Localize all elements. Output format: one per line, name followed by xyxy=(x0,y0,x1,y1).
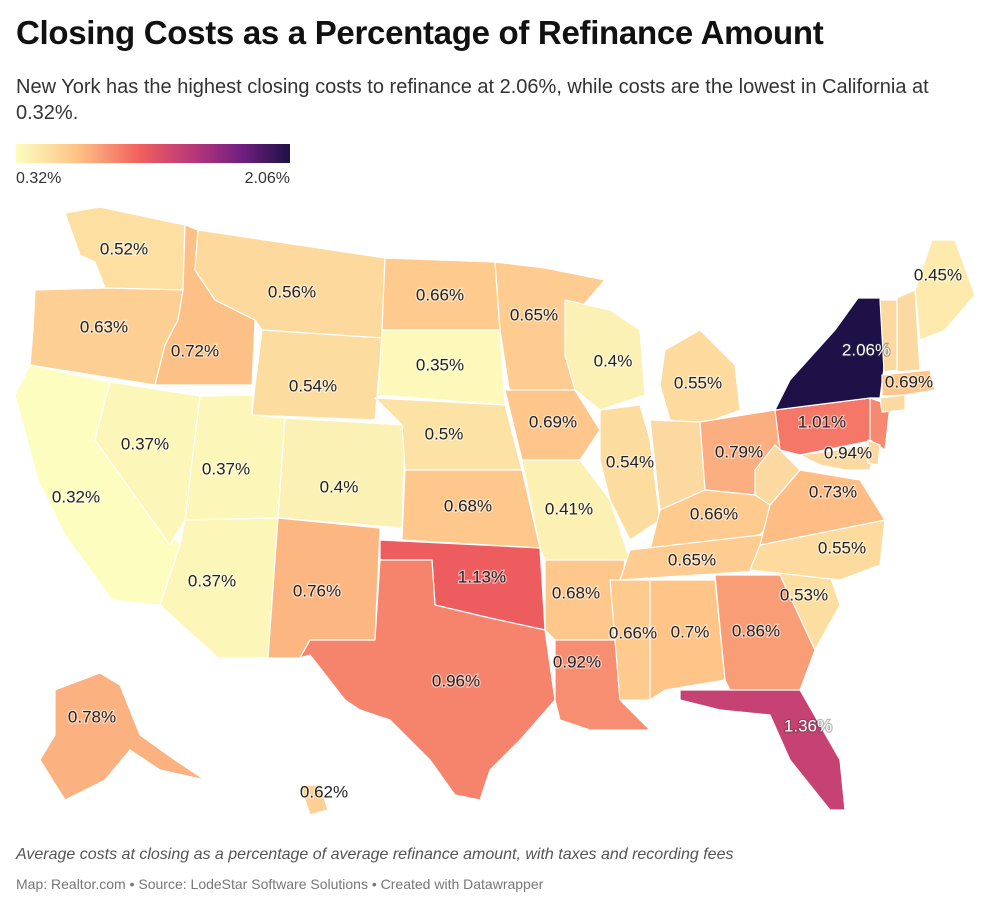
state-ia xyxy=(504,389,601,461)
state-wv xyxy=(754,444,801,506)
credit-line: Map: Realtor.com • Source: LodeStar Soft… xyxy=(16,876,544,892)
state-labels: 0.52% 0.63% 0.32% 0.72% 0.37% 0.56% 0.54% 0.37%… xyxy=(51,238,964,802)
state-label-mt: 0.56% xyxy=(268,282,316,301)
us-choropleth-map: 0.52% 0.63% 0.32% 0.72% 0.37% 0.56% 0.54% 0.37%… xyxy=(14,206,976,816)
legend-gradient-bar xyxy=(16,144,290,163)
legend-max-label: 2.06% xyxy=(244,170,290,187)
state-ms xyxy=(609,579,651,701)
color-legend: 0.32% 2.06% xyxy=(16,144,290,187)
state-label-ia: 0.69% xyxy=(529,412,577,431)
state-label-ok: 1.13% xyxy=(458,567,506,586)
state-de xyxy=(867,439,881,466)
state-label-az: 0.37% xyxy=(188,571,236,590)
state-co xyxy=(277,417,406,529)
state-label-tx: 0.96% xyxy=(432,671,480,690)
state-label-mi: 0.55% xyxy=(674,373,722,392)
state-label-la: 0.92% xyxy=(553,652,601,671)
state-label-sc: 0.53% xyxy=(780,585,828,604)
state-label-fl: 1.36% xyxy=(784,716,832,735)
state-mi xyxy=(659,329,741,426)
state-me xyxy=(914,239,976,341)
state-label-wi: 0.4% xyxy=(594,351,633,370)
state-label-me: 0.45% xyxy=(914,265,962,284)
state-label-ks: 0.68% xyxy=(444,496,492,515)
state-label-tn: 0.65% xyxy=(668,550,716,569)
state-al xyxy=(649,579,726,701)
state-label-nv: 0.37% xyxy=(121,434,169,453)
state-label-ar: 0.68% xyxy=(552,583,600,602)
state-label-ms: 0.66% xyxy=(609,623,657,642)
state-label-ga: 0.86% xyxy=(732,621,780,640)
state-ak xyxy=(39,672,206,801)
state-label-mo: 0.41% xyxy=(545,499,593,518)
state-label-ky: 0.66% xyxy=(690,504,738,523)
state-tx xyxy=(299,559,556,801)
state-label-pa: 1.01% xyxy=(798,412,846,431)
state-nh xyxy=(896,289,921,373)
state-ct xyxy=(879,394,906,413)
state-label-al: 0.7% xyxy=(671,622,710,641)
state-label-or: 0.63% xyxy=(80,317,128,336)
state-label-ca: 0.32% xyxy=(52,487,100,506)
state-il xyxy=(599,404,661,541)
map-note: Average costs at closing as a percentage… xyxy=(16,846,734,863)
legend-min-label: 0.32% xyxy=(16,170,62,187)
state-label-ma: 0.69% xyxy=(885,372,933,391)
state-ma xyxy=(881,369,936,397)
state-label-ut: 0.37% xyxy=(202,459,250,478)
subtitle: New York has the highest closing costs t… xyxy=(16,76,929,124)
state-wi xyxy=(564,299,646,411)
state-label-nm: 0.76% xyxy=(293,581,341,600)
state-label-oh: 0.79% xyxy=(715,442,763,461)
state-label-hi: 0.62% xyxy=(300,782,348,801)
state-label-nd: 0.66% xyxy=(416,285,464,304)
state-label-wa: 0.52% xyxy=(100,239,148,258)
page-title: Closing Costs as a Percentage of Refinan… xyxy=(16,14,824,51)
state-label-va: 0.73% xyxy=(809,482,857,501)
state-label-ne: 0.5% xyxy=(425,424,464,443)
state-label-id: 0.72% xyxy=(171,341,219,360)
state-label-co: 0.4% xyxy=(320,477,359,496)
state-md xyxy=(799,444,876,471)
state-fl xyxy=(679,689,846,811)
state-wy xyxy=(251,329,383,421)
state-label-nj: 0.94% xyxy=(824,443,872,462)
state-label-mn: 0.65% xyxy=(510,305,558,324)
state-shapes xyxy=(14,206,976,816)
state-label-sd: 0.35% xyxy=(416,355,464,374)
state-label-nc: 0.55% xyxy=(818,538,866,557)
state-nv xyxy=(94,381,201,546)
state-hi xyxy=(299,784,329,816)
state-label-ny: 2.06% xyxy=(842,340,890,359)
state-label-il: 0.54% xyxy=(606,452,654,471)
state-label-ak: 0.78% xyxy=(68,707,116,726)
state-label-wy: 0.54% xyxy=(289,376,337,395)
